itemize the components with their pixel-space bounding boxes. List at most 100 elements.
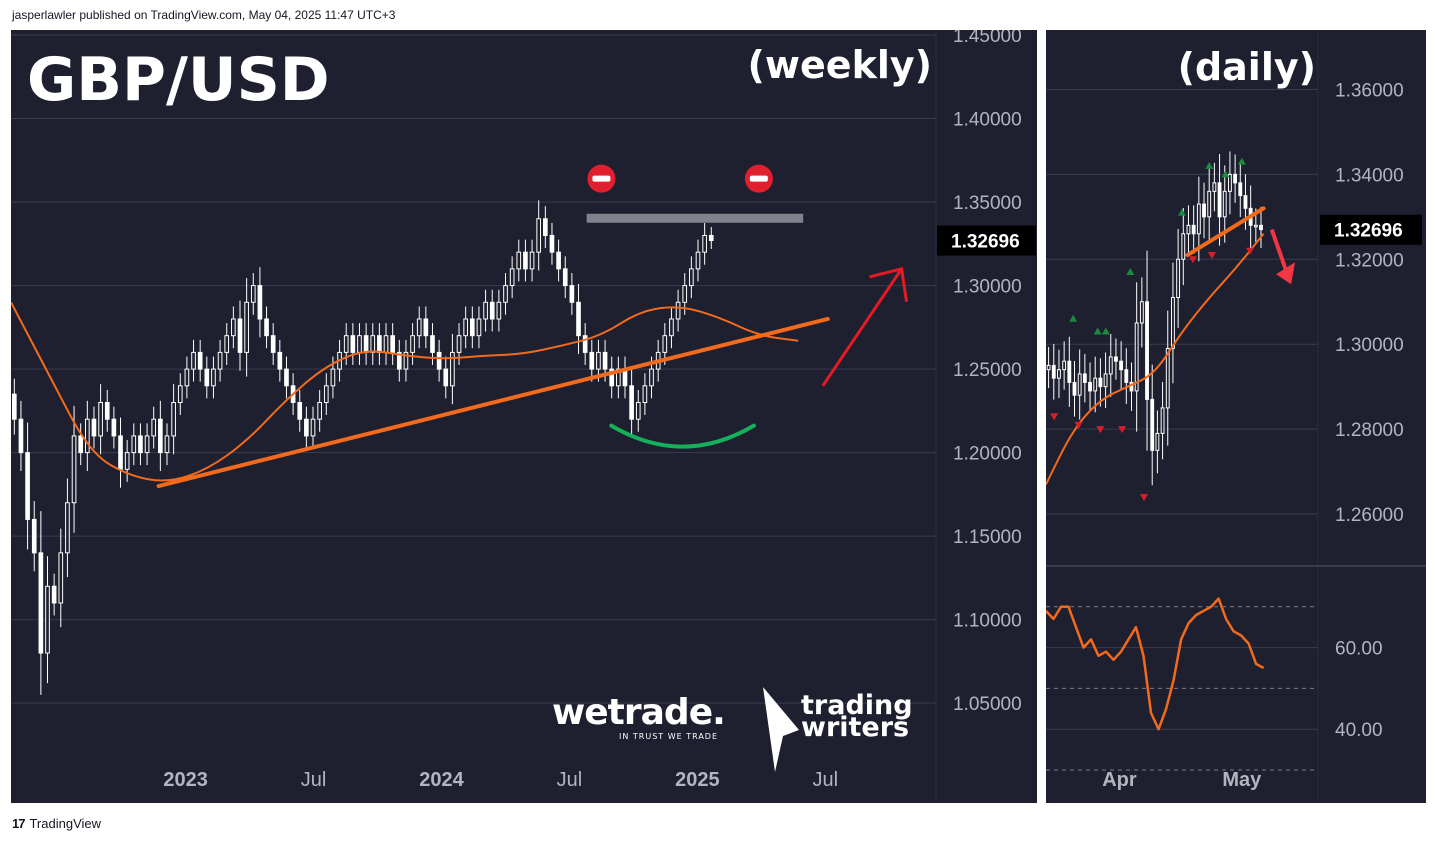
daily-candle (1145, 250, 1149, 451)
weekly-candle (616, 356, 621, 399)
weekly-candle (562, 256, 568, 299)
weekly-candle-body (151, 418, 157, 437)
wetrade-tagline: IN TRUST WE TRADE (619, 732, 718, 741)
weekly-candle-body (443, 368, 449, 387)
trading-writers-logo-icon (763, 687, 799, 772)
daily-candle-body (1062, 360, 1067, 371)
weekly-candle-body (602, 351, 608, 370)
fractal-down-marker-icon (1118, 426, 1127, 434)
weekly-candle (403, 339, 409, 382)
weekly-candle (569, 273, 575, 315)
weekly-candle (416, 306, 422, 349)
up-arrow-icon (821, 267, 909, 387)
daily-candle (1062, 341, 1067, 390)
weekly-candle-body (410, 335, 415, 353)
weekly-candle (231, 306, 236, 349)
daily-candle-body (1222, 190, 1227, 218)
weekly-candle (370, 323, 376, 365)
weekly-candle (410, 323, 415, 365)
weekly-y-tick-label: 1.05000 (953, 694, 1022, 715)
weekly-candle-body (171, 402, 176, 437)
weekly-chart-title: GBP/USD (27, 45, 330, 115)
weekly-price-tag-bg (937, 225, 1036, 256)
footer-brand: TradingView (29, 816, 102, 831)
weekly-candle (383, 323, 389, 365)
weekly-candle-body (536, 218, 542, 253)
daily-candle (1227, 151, 1232, 215)
daily-candle-body (1253, 224, 1258, 228)
daily-candle (1155, 410, 1160, 474)
weekly-candle (211, 356, 216, 399)
weekly-candle (463, 306, 469, 349)
daily-candle (1191, 205, 1196, 254)
daily-y-tick-label: 1.32000 (1335, 250, 1404, 271)
daily-chart-panel[interactable]: 1.36000 1.34000 1.32000 1.30000 1.28000 1.260… (1046, 30, 1426, 803)
weekly-candle (689, 256, 694, 299)
weekly-candle (304, 406, 309, 449)
daily-candle (1082, 353, 1087, 403)
weekly-candle (85, 400, 90, 471)
weekly-candle (184, 356, 190, 399)
weekly-x-tick-label: Jul (301, 769, 327, 791)
weekly-candle (489, 289, 495, 332)
weekly-candle-body (463, 318, 469, 337)
weekly-candle-body (396, 351, 402, 370)
weekly-candle-body (18, 418, 24, 454)
weekly-y-tick-label: 1.25000 (953, 360, 1022, 381)
stop-sign-icon (744, 164, 773, 193)
daily-trendline (1185, 206, 1266, 258)
weekly-candle (51, 573, 57, 616)
fractal-up-marker-icon (1126, 268, 1135, 276)
weekly-y-tick-label: 1.30000 (953, 277, 1022, 298)
weekly-candle-body (635, 402, 641, 420)
weekly-candle-body (217, 351, 223, 370)
weekly-candle (708, 227, 714, 249)
weekly-candle-body (669, 318, 674, 337)
daily-chart[interactable]: 1.36000 1.34000 1.32000 1.30000 1.28000 1.260… (1046, 30, 1426, 803)
weekly-candle (111, 406, 117, 449)
weekly-chart-panel[interactable]: 1.45000 1.40000 1.35000 1.30000 1.25000 1.200… (11, 30, 1037, 803)
weekly-y-tick-label: 1.10000 (953, 611, 1022, 632)
daily-candle-body (1077, 373, 1082, 396)
weekly-candle (91, 406, 97, 449)
daily-candle (1067, 336, 1072, 407)
weekly-candle (556, 239, 561, 282)
daily-candle-body (1233, 173, 1238, 184)
trading-writers-logo-line2: writers (801, 712, 909, 743)
weekly-candle (622, 356, 628, 399)
weekly-candle (396, 339, 402, 382)
weekly-candle-body (144, 435, 150, 454)
weekly-candle-body (11, 393, 17, 420)
daily-candle (1238, 161, 1243, 218)
daily-candle-body (1243, 195, 1248, 209)
weekly-candle (18, 400, 24, 471)
daily-candle-body (1129, 381, 1134, 392)
weekly-candle (323, 373, 329, 416)
weekly-candle-body (257, 285, 263, 320)
weekly-candle (310, 406, 316, 449)
weekly-candle-body (25, 452, 30, 520)
weekly-candle-body (483, 301, 488, 320)
weekly-candle-body (264, 318, 269, 337)
rsi-y-tick-label: 40.00 (1335, 720, 1383, 741)
weekly-candle-body (71, 435, 77, 504)
weekly-candle-body (350, 335, 356, 353)
weekly-candle-body (38, 552, 44, 654)
weekly-candle (635, 389, 641, 432)
weekly-candle-body (543, 218, 548, 236)
weekly-candle-body (702, 234, 707, 253)
weekly-candle-body (104, 402, 110, 420)
weekly-candle-body (662, 335, 668, 353)
weekly-candle (450, 334, 455, 405)
daily-candle (1186, 205, 1191, 254)
fractal-down-marker-icon (1050, 413, 1059, 421)
daily-candle (1134, 282, 1139, 432)
weekly-chart[interactable]: 1.45000 1.40000 1.35000 1.30000 1.25000 1.200… (11, 30, 1037, 803)
daily-candle-body (1155, 432, 1160, 451)
daily-candle-body (1103, 373, 1108, 388)
weekly-candle-body (310, 418, 316, 437)
daily-y-tick-label: 1.36000 (1335, 80, 1404, 101)
weekly-candle (164, 423, 170, 466)
weekly-y-tick-label: 1.40000 (953, 110, 1022, 131)
daily-candle-body (1196, 203, 1201, 235)
